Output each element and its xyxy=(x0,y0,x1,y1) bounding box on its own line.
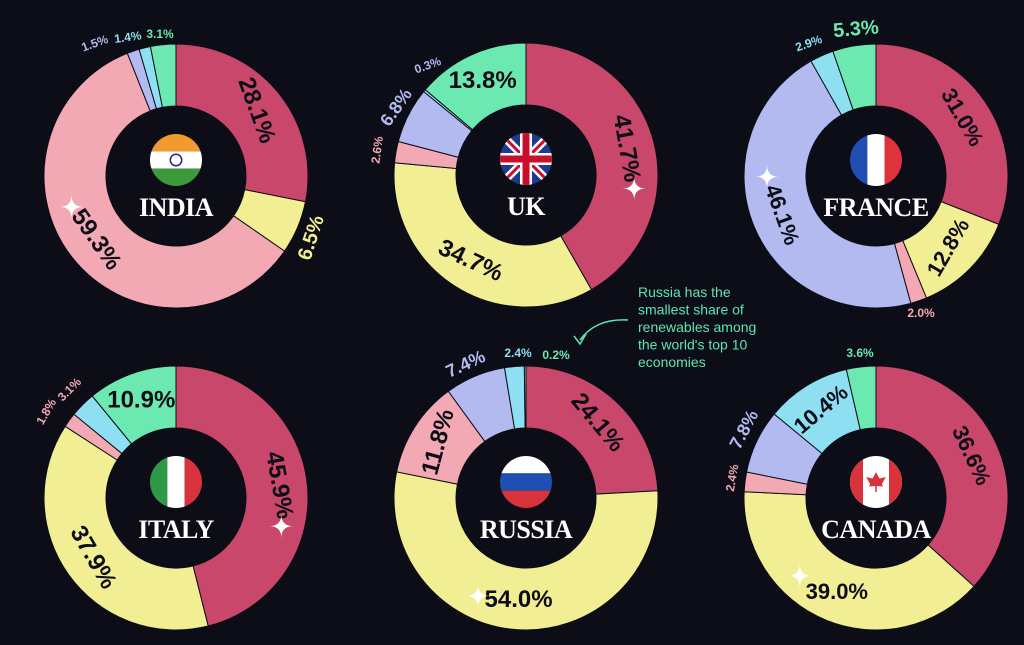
slice-label: 54.0% xyxy=(485,586,553,613)
donut-italy: 45.9%37.9%1.8%3.1% 10.9%ITALY xyxy=(33,365,309,631)
france-flag xyxy=(850,134,902,186)
sparkle-icon xyxy=(755,164,780,189)
canada-flag xyxy=(850,456,902,508)
donut-russia: 24.1%54.0%11.8%7.4% 2.4% 0.2%RUSSIA xyxy=(393,346,659,631)
country-name: FRANCE xyxy=(823,193,928,222)
country-name: UK xyxy=(507,192,546,221)
sparkle-icon xyxy=(622,176,647,201)
annotation-line: renewables among xyxy=(638,319,756,335)
country-name: CANADA xyxy=(821,515,931,544)
donut-france: 31.0%12.8%2.0%46.1%2.9%5.3%FRANCE xyxy=(743,16,1009,320)
slice-label: 13.8% xyxy=(449,67,517,94)
annotation-line: economies xyxy=(638,354,706,370)
sparkle-icon xyxy=(465,583,490,608)
slice-label: 10.9% xyxy=(107,386,175,413)
uk-flag xyxy=(500,133,552,185)
slice-label: 1.5% xyxy=(79,32,110,55)
arrowhead-icon xyxy=(573,333,587,346)
slice-label: 0.3% xyxy=(412,54,443,77)
italy-flag xyxy=(150,456,202,508)
slice-label: 39.0% xyxy=(806,579,868,604)
donut-slice xyxy=(523,365,527,429)
slice-label: 2.4% xyxy=(723,463,742,493)
russia-flag xyxy=(500,456,552,508)
slice-label: 2.4% xyxy=(504,346,532,360)
country-name: INDIA xyxy=(139,193,214,222)
annotation-line: the world's top 10 xyxy=(638,337,748,353)
slice-label: 0.2% xyxy=(542,348,570,362)
russia-annotation: Russia has the smallest share ofrenewable… xyxy=(573,284,756,370)
country-name: ITALY xyxy=(138,515,214,544)
slice-label: 1.8% xyxy=(33,396,59,427)
slice-label: 3.1% xyxy=(55,375,84,404)
slice-label: 2.6% xyxy=(368,135,386,164)
slice-label: 2.9% xyxy=(793,32,824,55)
sparkle-icon xyxy=(269,514,294,539)
donut-uk: 41.7%34.7%2.6%6.8%0.3%13.8%UK xyxy=(368,42,659,308)
sparkle-icon xyxy=(59,194,84,219)
slice-label: 1.4% xyxy=(113,28,142,46)
donut-india: 28.1%6.5%59.3%1.5% 1.4% 3.1%INDIA xyxy=(43,27,329,309)
annotation-line: Russia has the xyxy=(638,284,731,300)
annotation-line: smallest share of xyxy=(638,302,744,318)
slice-label: 3.6% xyxy=(846,346,874,360)
slice-label: 3.1% xyxy=(146,27,174,41)
india-flag xyxy=(150,134,202,186)
slice-label: 2.0% xyxy=(907,306,935,320)
country-name: RUSSIA xyxy=(480,515,573,544)
sparkle-icon xyxy=(787,563,812,588)
annotation-arrow xyxy=(579,319,629,341)
donut-canada: 36.6%39.0%2.4%7.8% 10.4%3.6%CANADA xyxy=(723,346,1009,631)
slice-label: 5.3% xyxy=(832,16,880,42)
